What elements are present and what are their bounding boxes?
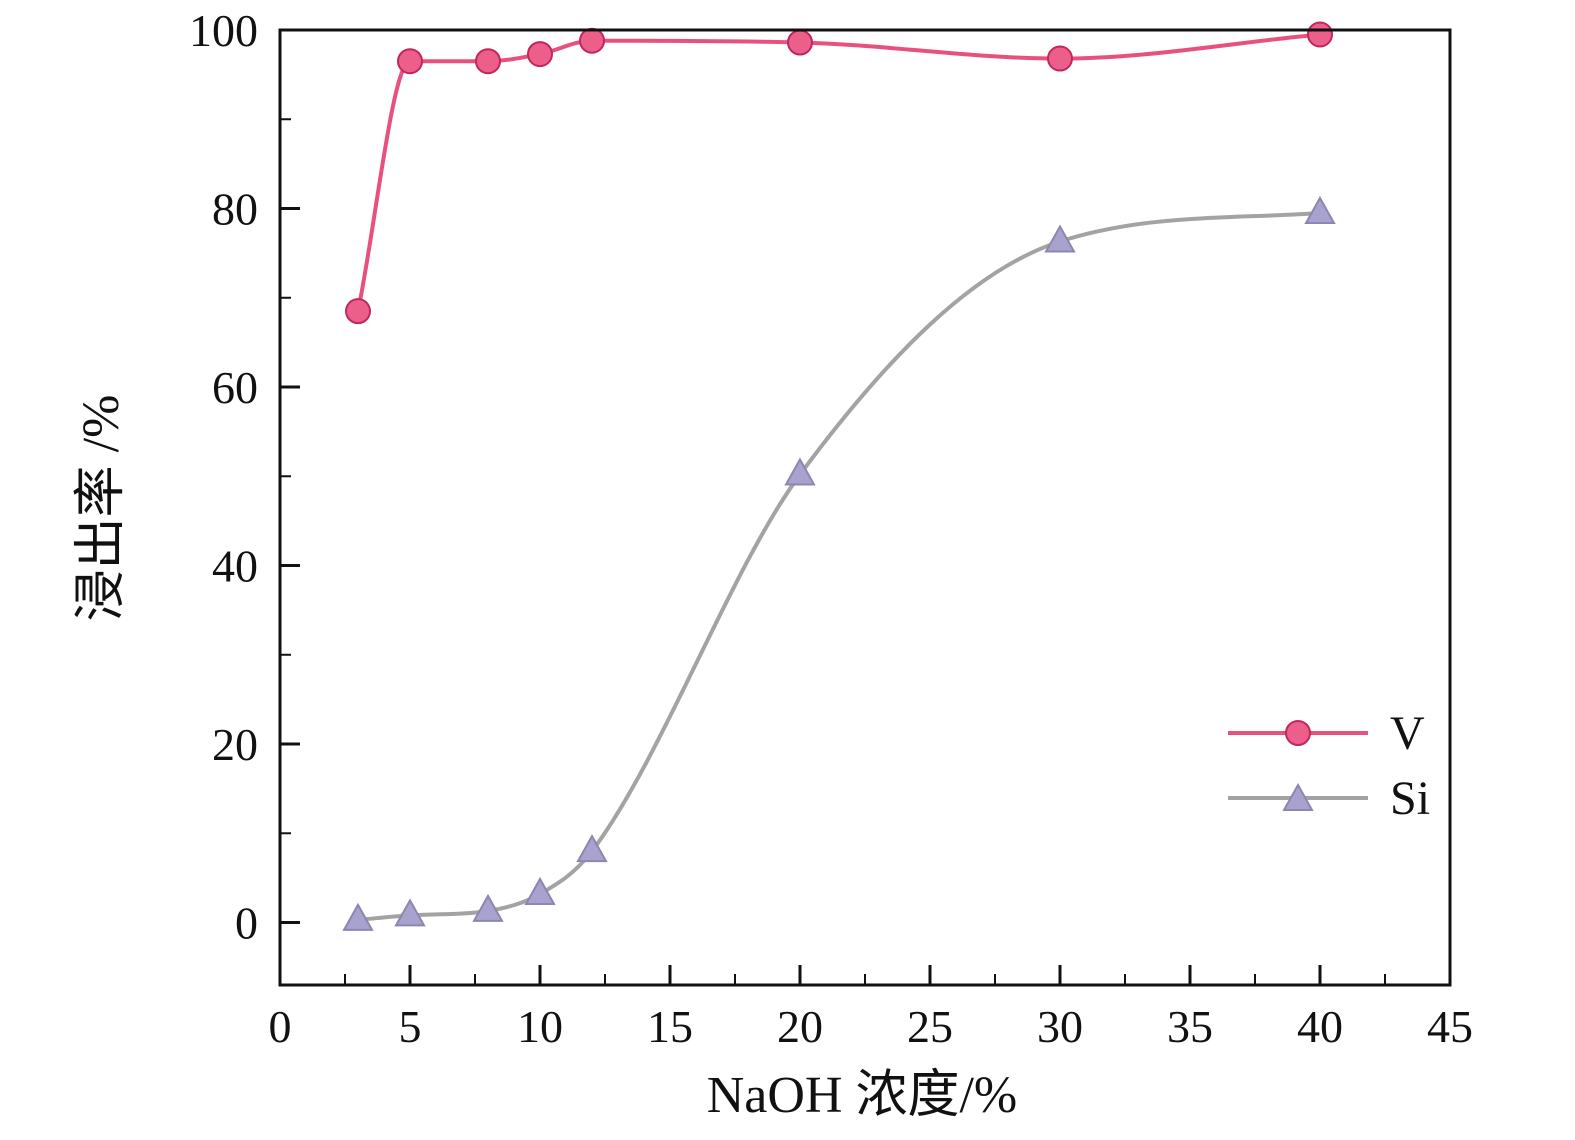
y-tick-label: 40 — [212, 541, 258, 592]
y-tick-label: 100 — [189, 5, 258, 56]
y-axis-label: 浸出率 /% — [73, 395, 130, 622]
legend: V Si — [1228, 707, 1430, 825]
x-tick-label: 25 — [907, 1001, 953, 1052]
marker-triangle-Si — [1304, 195, 1336, 224]
legend-label-Si: Si — [1390, 772, 1430, 825]
x-tick-label: 40 — [1297, 1001, 1343, 1052]
marker-circle-V — [1307, 21, 1333, 48]
marker-circle-V — [787, 29, 813, 56]
x-tick-label: 5 — [399, 1001, 422, 1052]
marker-triangle-Si — [1044, 224, 1076, 253]
series-line-V — [356, 32, 1322, 314]
marker-triangle-Si — [472, 893, 504, 922]
x-tick-label: 20 — [777, 1001, 823, 1052]
marker-circle-V — [1047, 45, 1073, 72]
legend-label-V: V — [1390, 707, 1425, 760]
y-tick-label: 60 — [212, 362, 258, 413]
marker-circle-V — [579, 27, 605, 54]
x-tick-label: 0 — [269, 1001, 292, 1052]
marker-circle-V — [1285, 720, 1311, 746]
x-axis-label: NaOH 浓度/% — [707, 1067, 1018, 1124]
marker-triangle-Si — [394, 898, 426, 927]
series-markers-V — [345, 21, 1333, 325]
y-tick-label: 80 — [212, 184, 258, 235]
x-tick-label: 30 — [1037, 1001, 1083, 1052]
marker-triangle-Si — [1282, 782, 1314, 811]
x-tick-label: 15 — [647, 1001, 693, 1052]
y-tick-label: 20 — [212, 719, 258, 770]
marker-circle-V — [475, 48, 501, 75]
marker-triangle-Si — [784, 457, 816, 486]
marker-circle-V — [527, 41, 553, 68]
series-line-Si — [356, 211, 1322, 922]
x-tick-label: 10 — [517, 1001, 563, 1052]
plot-layer: 0 5 10 15 20 25 30 35 40 45 0 20 40 60 80 100 V Si — [189, 5, 1473, 1052]
marker-circle-V — [397, 48, 423, 75]
x-tick-label: 35 — [1167, 1001, 1213, 1052]
series-markers-Si — [342, 195, 1336, 931]
marker-triangle-Si — [576, 834, 608, 863]
marker-triangle-Si — [342, 902, 374, 931]
y-tick-label: 0 — [235, 898, 258, 949]
plot-border — [278, 28, 1452, 987]
marker-triangle-Si — [524, 876, 556, 905]
marker-circle-V — [345, 298, 371, 325]
x-tick-label: 45 — [1427, 1001, 1473, 1052]
